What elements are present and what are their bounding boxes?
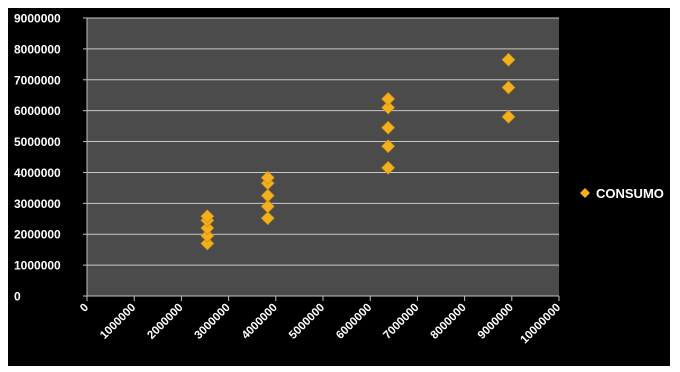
y-tick-label: 3000000 [14,197,61,211]
legend-label-consumo: CONSUMO [596,186,664,201]
x-tick-label: 7000000 [381,302,421,342]
scatter-chart: 0100000020000003000000400000050000006000… [14,12,664,347]
x-tick-label: 10000000 [518,302,563,347]
y-tick-label: 4000000 [14,166,61,180]
x-tick-label: 2000000 [145,302,185,342]
x-tick-label: 3000000 [193,302,233,342]
y-tick-label: 5000000 [14,135,61,149]
x-tick-label: 4000000 [240,302,280,342]
data-point [200,236,215,251]
legend-marker-consumo [580,188,590,198]
y-tick-label: 2000000 [14,228,61,242]
data-point [260,170,275,185]
x-tick-label: 6000000 [334,302,374,342]
y-tick-label: 7000000 [14,73,61,87]
data-point [260,188,275,203]
chart-frame: 0 1000000 2000000 3000000 4000000 5000000 6000… [8,8,670,366]
data-point [200,221,215,235]
data-point [381,100,396,115]
data-point [501,109,516,124]
plot-area [87,18,559,296]
y-tick-label: 0 [14,290,21,304]
data-point [381,120,396,135]
y-tick-label: 6000000 [14,104,61,118]
data-point [200,228,215,243]
data-point [381,92,396,106]
x-tick-label: 1000000 [98,302,138,342]
legend: CONSUMO [580,186,664,201]
data-point [501,80,516,95]
data-point [381,160,396,175]
x-tick-label: 0 [78,302,91,315]
data-point [260,199,275,214]
data-point [381,139,396,154]
y-tick-label: 1000000 [14,259,61,273]
data-point [260,211,275,226]
x-tick-label: 5000000 [287,302,327,342]
x-tick-label: 8000000 [429,302,469,342]
y-tick-label: 8000000 [14,42,61,56]
data-point [501,52,516,67]
x-tick-label: 9000000 [476,302,516,342]
y-tick-label: 9000000 [14,12,61,26]
data-point [200,209,215,224]
